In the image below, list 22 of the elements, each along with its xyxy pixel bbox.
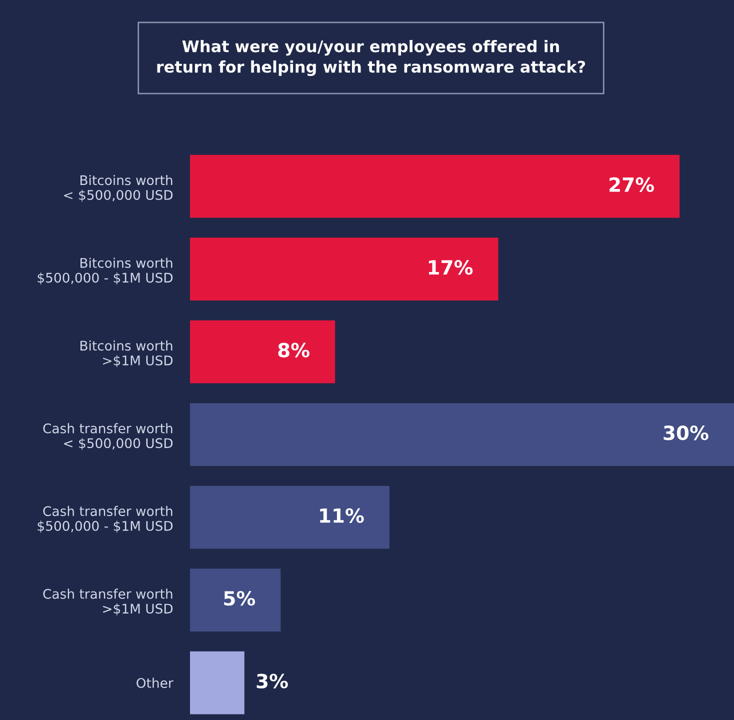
data-label: 11%	[320, 508, 364, 523]
data-label: 27%	[610, 177, 654, 192]
data-label: 5%	[224, 590, 256, 606]
bar	[190, 154, 680, 218]
bar	[190, 651, 244, 714]
y-tick-label: Cash transfer worth $500,000 - $1M USD	[38, 506, 173, 533]
y-tick-label: Bitcoins worth >$1M USD	[80, 340, 173, 368]
y-tick-label: Bitcoins worth < $500,000 USD	[64, 174, 173, 202]
bar	[190, 568, 281, 632]
y-tick-label: Other	[136, 678, 174, 688]
bar	[190, 403, 734, 466]
y-tick-label: Cash transfer worth >$1M USD	[43, 588, 173, 616]
data-label: 8%	[278, 342, 310, 358]
bar	[190, 320, 336, 384]
data-label: 17%	[428, 260, 473, 275]
bar	[190, 238, 498, 301]
chart-title: What were you/your employees offered in return for helping with the ransomware attack?	[157, 40, 586, 76]
data-label: 3%	[256, 674, 288, 688]
bar	[190, 486, 390, 549]
y-tick-label: Bitcoins worth $500,000 - $1M USD	[38, 258, 173, 284]
data-label: 30%	[664, 426, 708, 440]
y-tick-label: Cash transfer worth < $500,000 USD	[43, 423, 173, 450]
